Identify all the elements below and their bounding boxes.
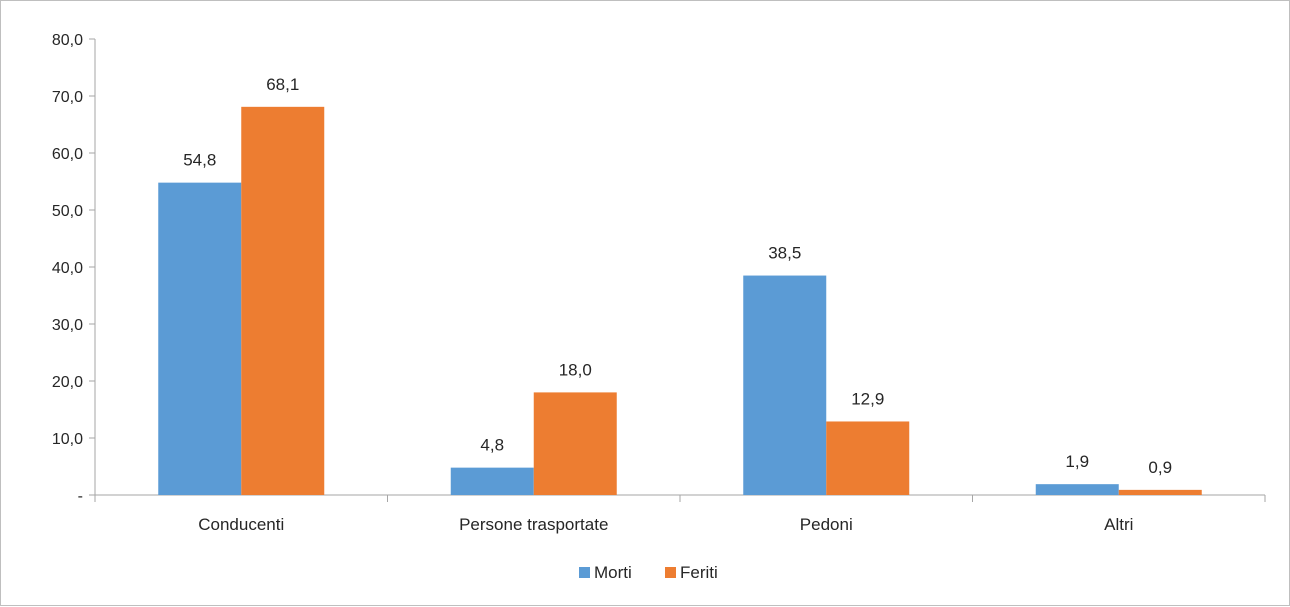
- bar-feriti-2: [826, 421, 910, 495]
- data-label: 54,8: [183, 151, 216, 170]
- bar-morti-1: [450, 467, 534, 495]
- legend-label: Feriti: [680, 563, 718, 582]
- x-category-label: Pedoni: [800, 515, 853, 534]
- bar-feriti-3: [1118, 489, 1202, 495]
- data-label: 12,9: [851, 389, 884, 408]
- data-label: 4,8: [480, 436, 504, 455]
- bar-morti-2: [743, 275, 827, 495]
- bar-morti-3: [1035, 484, 1119, 495]
- y-tick-label: 40,0: [52, 260, 83, 277]
- bar-morti-0: [158, 182, 242, 495]
- y-tick-label: 20,0: [52, 374, 83, 391]
- bar-feriti-0: [241, 106, 325, 495]
- y-tick-label: -: [78, 488, 83, 505]
- legend-swatch-morti: [579, 567, 590, 578]
- data-label: 0,9: [1148, 458, 1172, 477]
- y-tick-label: 50,0: [52, 203, 83, 220]
- y-tick-label: 10,0: [52, 431, 83, 448]
- x-category-label: Persone trasportate: [459, 515, 608, 534]
- data-label: 38,5: [768, 244, 801, 263]
- y-tick-label: 30,0: [52, 317, 83, 334]
- bar-feriti-1: [533, 392, 617, 495]
- legend-label: Morti: [594, 563, 632, 582]
- x-category-label: Conducenti: [198, 515, 284, 534]
- x-category-label: Altri: [1104, 515, 1133, 534]
- y-tick-label: 70,0: [52, 89, 83, 106]
- legend-swatch-feriti: [665, 567, 676, 578]
- data-label: 18,0: [559, 360, 592, 379]
- data-label: 1,9: [1065, 452, 1089, 471]
- data-label: 68,1: [266, 75, 299, 94]
- y-tick-label: 80,0: [52, 32, 83, 49]
- y-tick-label: 60,0: [52, 146, 83, 163]
